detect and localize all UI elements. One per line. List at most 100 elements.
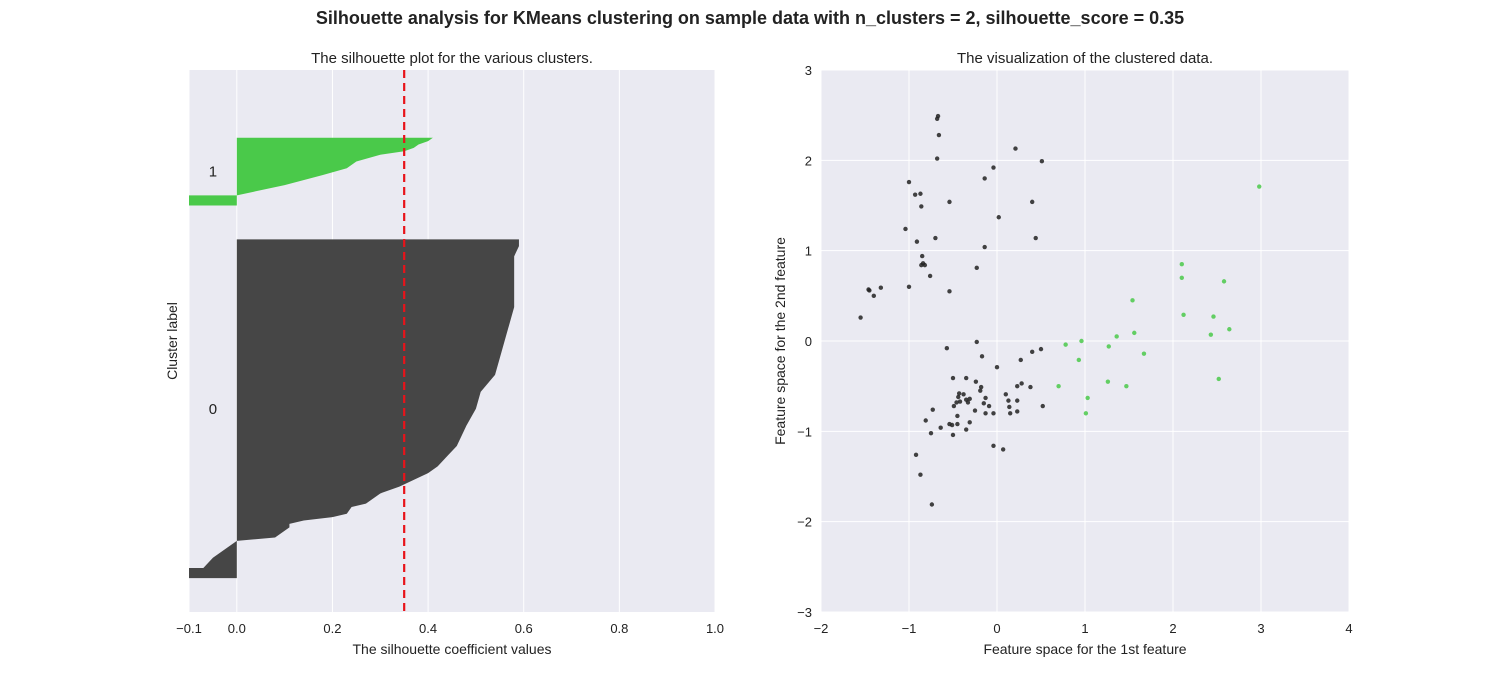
x-tick-label: 0.2 [323, 621, 341, 636]
y-tick-label: 3 [805, 63, 812, 78]
x-tick-label: 1.0 [706, 621, 724, 636]
chart-title: The silhouette plot for the various clus… [311, 50, 593, 67]
scatter-point [934, 156, 940, 161]
x-tick-label: 0.6 [515, 621, 533, 636]
scatter-point [991, 443, 996, 448]
scatter-point [964, 427, 969, 432]
x-tick-label: −2 [814, 621, 829, 636]
scatter-point [913, 452, 919, 458]
scatter-point [906, 179, 912, 185]
scatter-point [929, 502, 935, 507]
x-tick-label: 3 [1257, 621, 1264, 636]
scatter-point [933, 235, 938, 241]
scatter-point [938, 425, 943, 430]
scatter-point [955, 421, 960, 427]
y-tick-label: 1 [805, 244, 812, 259]
scatter-point [1141, 351, 1147, 356]
cluster-label: 0 [209, 401, 217, 418]
x-tick-label: −0.1 [176, 621, 202, 636]
scatter-point [906, 284, 912, 289]
scatter-point [1000, 447, 1006, 452]
scatter-point [954, 400, 959, 405]
scatter-point [947, 421, 952, 427]
scatter-point [1007, 404, 1012, 410]
scatter-point [1105, 379, 1111, 384]
scatter-point [1018, 357, 1023, 363]
scatter-point [947, 199, 952, 205]
silhouette-chart: 0 1 −0.1 0.0 0.2 0.4 0.6 0.8 1.0 The silhouette p… [164, 50, 724, 657]
silhouette-cluster-0 [189, 239, 519, 579]
chart-title: The visualization of the clustered data. [957, 50, 1213, 67]
scatter-point [978, 384, 984, 390]
scatter-point [1076, 357, 1082, 363]
scatter-point [1079, 338, 1084, 344]
y-tick-label: 0 [805, 334, 812, 349]
scatter-series-1 [1056, 184, 1262, 416]
scatter-point [1130, 298, 1135, 303]
scatter-point [955, 413, 960, 419]
scatter-point [918, 472, 923, 477]
scatter-point [1063, 342, 1068, 347]
scatter-point [1006, 398, 1011, 403]
scatter-point [1227, 327, 1232, 332]
scatter-point [1085, 395, 1090, 401]
scatter-point [1179, 275, 1184, 280]
x-tick-label: −1 [902, 621, 917, 636]
scatter-point [871, 293, 876, 299]
scatter-point [920, 253, 925, 259]
x-tick-label: 0 [993, 621, 1000, 636]
x-tick-label: 0.8 [610, 621, 628, 636]
scatter-point [956, 394, 961, 400]
scatter-point [1208, 332, 1214, 337]
y-tick-label: 2 [805, 153, 812, 168]
y-axis-label: Cluster label [164, 302, 180, 380]
gridlines [820, 69, 1350, 613]
scatter-series-0 [858, 113, 1045, 507]
scatter-point [967, 420, 972, 425]
scatter-point [912, 192, 918, 197]
scatter-point [951, 403, 957, 409]
scatter-point [991, 165, 996, 170]
y-axis-label: Feature space for the 2nd feature [772, 237, 788, 445]
scatter-point [1056, 383, 1061, 389]
scatter-point [934, 116, 940, 121]
scatter-point [983, 411, 988, 416]
scatter-point [965, 400, 971, 405]
scatter-point [878, 285, 884, 290]
scatter-point [974, 339, 979, 345]
scatter-point [1106, 344, 1111, 349]
scatter-point [947, 289, 952, 294]
scatter-point [1257, 184, 1262, 189]
x-axis-label: Feature space for the 1st feature [983, 641, 1186, 657]
scatter-point [936, 132, 942, 138]
scatter-point [991, 411, 996, 416]
scatter-point [1008, 411, 1013, 416]
scatter-point [918, 191, 923, 196]
scatter-point [919, 204, 924, 209]
scatter-point [927, 273, 933, 279]
scatter-point [1038, 346, 1044, 352]
scatter-point [1179, 262, 1184, 267]
scatter-point [982, 176, 987, 181]
scatter-point [967, 396, 972, 402]
silhouette-cluster-1 [189, 137, 433, 206]
scatter-point [1211, 314, 1216, 319]
x-tick-label: 0.0 [228, 621, 246, 636]
x-tick-labels: −0.1 0.0 0.2 0.4 0.6 0.8 1.0 [176, 621, 724, 636]
scatter-point [982, 244, 987, 250]
scatter-point [903, 226, 908, 232]
scatter-point [950, 375, 956, 381]
scatter-point [919, 262, 924, 268]
scatter-point [1040, 403, 1045, 409]
scatter-point [1003, 392, 1008, 397]
scatter-point [1013, 146, 1018, 151]
x-tick-label: 0.4 [419, 621, 437, 636]
scatter-point [973, 379, 979, 384]
y-tick-label: −3 [797, 605, 812, 620]
x-tick-labels: −2 −1 0 1 2 3 4 [814, 621, 1353, 636]
x-tick-label: 1 [1081, 621, 1088, 636]
scatter-point [914, 239, 920, 244]
scatter-point [1083, 411, 1089, 416]
scatter-point [1033, 235, 1038, 241]
scatter-point [986, 403, 992, 409]
